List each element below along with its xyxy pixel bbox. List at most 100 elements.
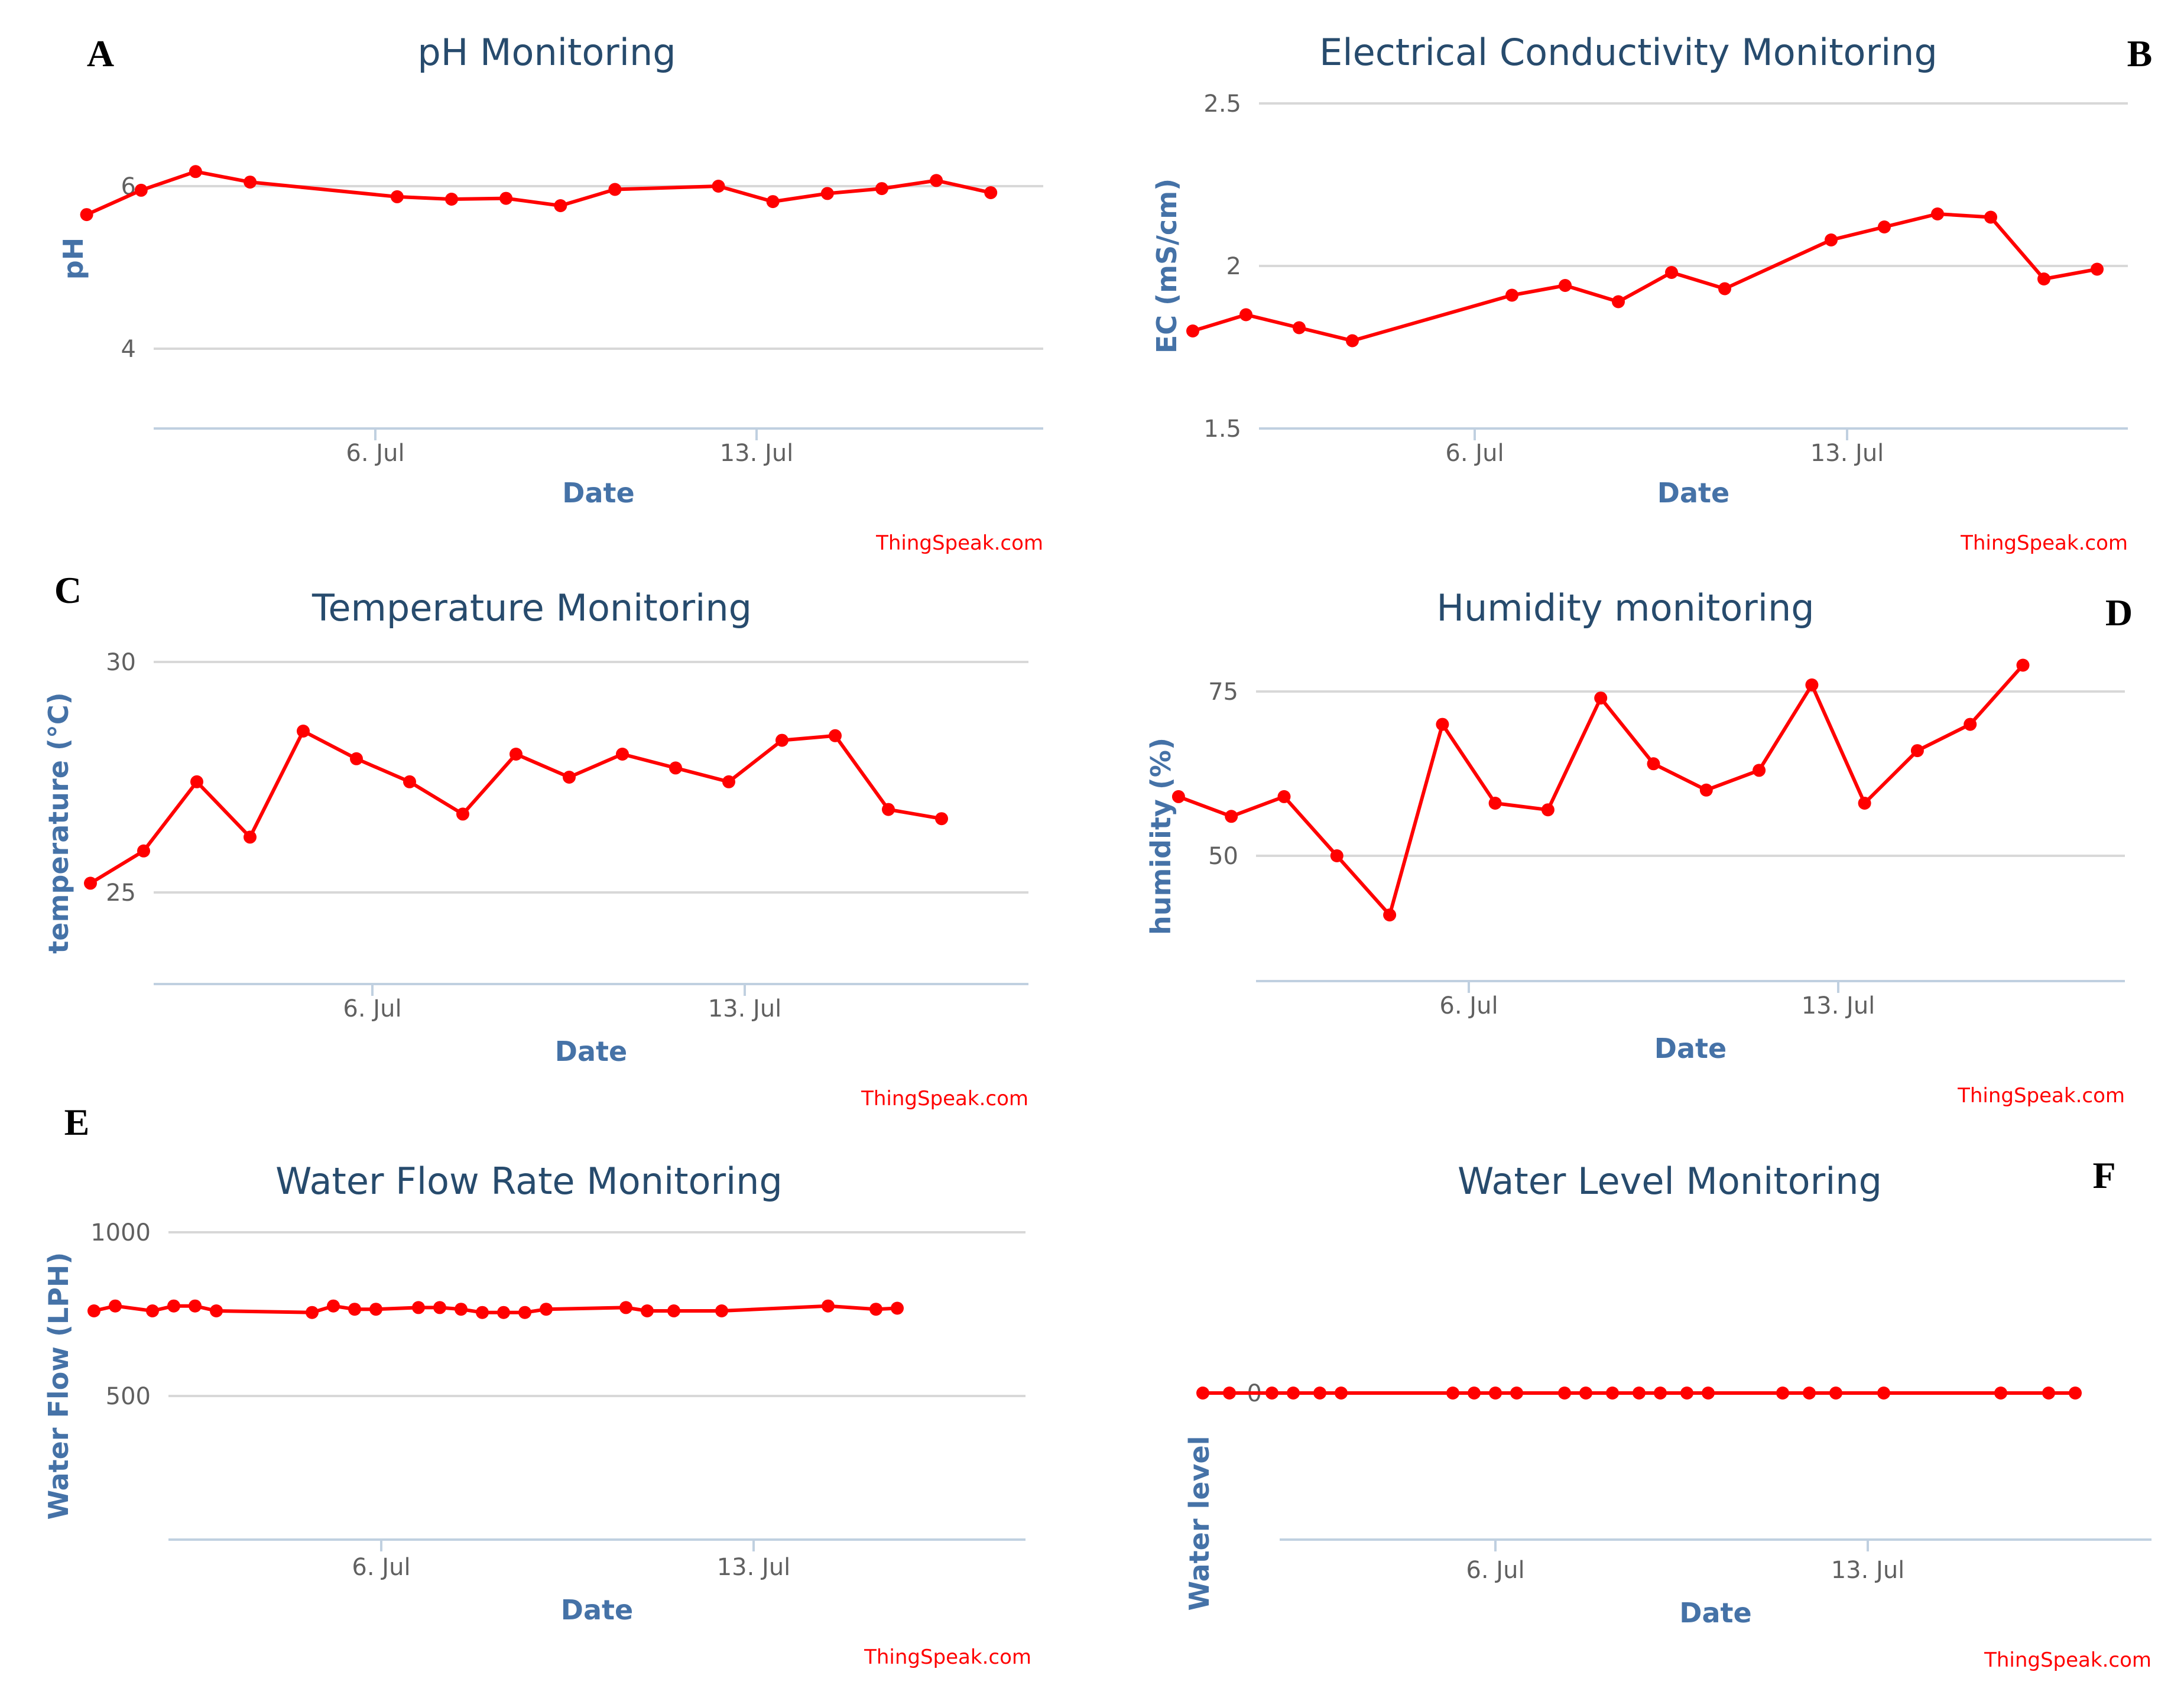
data-point [1313, 1387, 1326, 1400]
data-point [722, 775, 735, 788]
x-tick-label: 13. Jul [1802, 992, 1875, 1020]
x-tick-label: 6. Jul [1445, 440, 1504, 467]
data-point [80, 208, 93, 222]
data-point [327, 1299, 340, 1313]
x-tick-label: 6. Jul [1466, 1557, 1524, 1584]
data-point [1680, 1387, 1693, 1400]
x-axis-label: Date [1679, 1597, 1751, 1629]
data-point [2042, 1387, 2055, 1400]
data-point [1277, 790, 1291, 803]
data-point [820, 187, 834, 200]
data-point [1541, 803, 1555, 817]
thingspeak-credit: ThingSpeak.com [875, 531, 1043, 555]
x-tick-label: 13. Jul [1810, 440, 1884, 467]
data-point [1559, 279, 1572, 292]
chart-title: Water Flow Rate Monitoring [275, 1160, 783, 1203]
x-axis-label: Date [555, 1035, 627, 1067]
data-point [109, 1299, 122, 1313]
chart-title: Water Level Monitoring [1458, 1160, 1882, 1203]
panel-letter: B [2127, 33, 2153, 74]
data-point [1805, 678, 1819, 691]
data-point [563, 771, 576, 784]
data-point [189, 165, 202, 178]
thingspeak-credit: ThingSpeak.com [1960, 531, 2128, 555]
data-point [1287, 1387, 1300, 1400]
y-tick-label: 2 [1226, 253, 1241, 280]
data-point [1186, 324, 1199, 337]
data-point [499, 191, 513, 205]
data-point [1225, 810, 1238, 823]
x-axis-label: Date [1654, 1033, 1727, 1064]
data-point [1858, 797, 1871, 810]
x-axis-label: Date [562, 477, 634, 509]
data-point [1335, 1387, 1348, 1400]
data-point [554, 199, 567, 212]
y-tick-label: 1000 [90, 1219, 151, 1246]
data-point [935, 812, 948, 826]
data-point [1633, 1387, 1646, 1400]
data-point [1505, 288, 1518, 302]
data-point [390, 190, 404, 203]
data-point [616, 748, 629, 761]
x-tick-label: 6. Jul [343, 995, 401, 1022]
y-axis-label: EC (mS/cm) [1151, 178, 1183, 353]
chart-D: D Humidity monitoring 50 75 6. Jul 13. Jul Dat… [1145, 586, 2133, 1108]
x-tick-label: 6. Jul [352, 1554, 410, 1581]
data-point [2016, 658, 2030, 672]
data-point [348, 1303, 361, 1316]
thingspeak-credit: ThingSpeak.com [1957, 1084, 2125, 1108]
data-point [608, 183, 622, 196]
data-point [619, 1301, 632, 1314]
data-point [2037, 272, 2050, 285]
x-axis-label: Date [561, 1594, 633, 1626]
data-point [667, 1304, 680, 1317]
data-point [869, 1303, 882, 1316]
data-point [984, 186, 998, 199]
thingspeak-credit: ThingSpeak.com [864, 1645, 1031, 1669]
thingspeak-credit: ThingSpeak.com [1984, 1648, 2151, 1672]
y-tick-label: 2.5 [1203, 90, 1241, 118]
panel-letter: D [2105, 592, 2133, 634]
data-point [712, 180, 725, 193]
data-point [456, 807, 469, 821]
data-point [822, 1299, 835, 1313]
data-point [306, 1306, 319, 1319]
y-tick-label: 50 [1208, 843, 1238, 870]
data-point [1699, 783, 1713, 797]
y-axis-label: temperature (°C) [43, 692, 74, 953]
data-point [1612, 295, 1625, 309]
y-tick-label: 500 [106, 1383, 151, 1410]
data-point [1436, 717, 1449, 731]
data-point [1931, 207, 1944, 220]
data-point [146, 1304, 159, 1317]
data-point [210, 1304, 223, 1317]
data-point [297, 725, 310, 738]
data-point [1383, 908, 1397, 922]
data-point [518, 1306, 531, 1319]
data-point [641, 1304, 654, 1317]
data-point [1910, 744, 1924, 758]
data-point [1753, 764, 1766, 777]
data-point [1964, 717, 1977, 731]
data-point [1718, 282, 1731, 296]
data-point [244, 176, 257, 189]
data-point [1488, 797, 1502, 810]
data-point [1196, 1387, 1209, 1400]
data-point [715, 1304, 728, 1317]
series-line [86, 170, 991, 216]
y-tick-label: 75 [1208, 678, 1238, 706]
data-point [1265, 1387, 1278, 1400]
chart-B: B Electrical Conductivity Monitoring 1.5 2 2… [1151, 31, 2152, 555]
data-point [412, 1301, 425, 1314]
data-point [891, 1301, 904, 1315]
data-point [1647, 757, 1660, 771]
data-point [189, 1299, 202, 1313]
data-point [510, 748, 523, 761]
data-point [1446, 1387, 1459, 1400]
panel-letter: A [87, 33, 114, 74]
y-tick-label: 1.5 [1203, 415, 1241, 443]
data-point [1776, 1387, 1789, 1400]
data-point [1825, 233, 1838, 246]
